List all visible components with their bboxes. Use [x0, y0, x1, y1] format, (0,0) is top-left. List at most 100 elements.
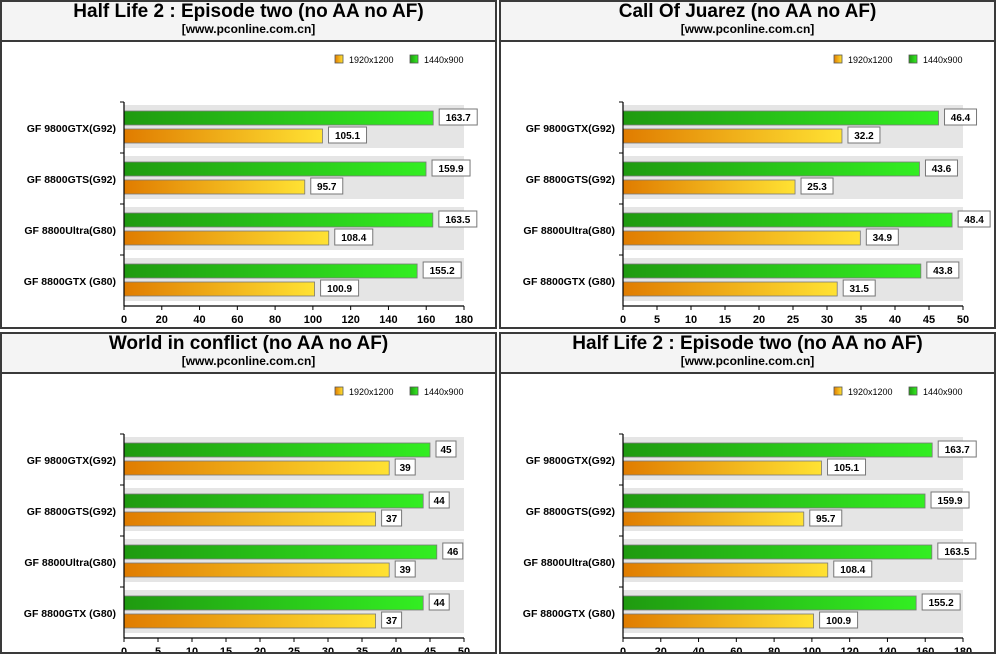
bar-1440x900 — [622, 442, 933, 458]
category-label: GF 8800Ultra(G80) — [24, 225, 116, 237]
legend-swatch-1440x900 — [908, 54, 918, 64]
bar-1920x1200 — [622, 230, 861, 246]
x-tick-label: 0 — [620, 646, 626, 654]
bar-1440x900 — [123, 595, 424, 611]
bar-1440x900 — [622, 263, 922, 279]
chart-panel-world-in-conflict: World in conflict (no AA no AF) [www.pco… — [0, 332, 497, 654]
category-label: GF 8800Ultra(G80) — [24, 557, 116, 569]
x-tick-label: 20 — [753, 314, 765, 326]
x-tick-label: 50 — [458, 646, 470, 654]
data-label: 163.7 — [446, 113, 471, 124]
chart-title: Half Life 2 : Episode two (no AA no AF) — [572, 333, 923, 354]
chart-header: Call Of Juarez (no AA no AF) [www.pconli… — [501, 2, 994, 42]
x-tick-label: 45 — [923, 314, 935, 326]
legend-swatch-1440x900 — [409, 54, 419, 64]
x-tick-label: 50 — [957, 314, 969, 326]
chart-subtitle: [www.pconline.com.cn] — [181, 22, 316, 36]
data-label: 46.4 — [951, 113, 971, 124]
bar-1920x1200 — [622, 281, 838, 297]
data-label-box — [320, 279, 360, 297]
data-label-box — [438, 108, 478, 126]
data-label-box — [442, 542, 464, 560]
bar-1920x1200 — [622, 511, 805, 527]
bar-chart: 1920x1200 1440x900 GF 9800GTX(G92) GF 8800G… — [24, 386, 470, 654]
category-label: GF 8800Ultra(G80) — [523, 225, 615, 237]
x-tick-label: 20 — [156, 314, 168, 326]
data-label: 46 — [447, 547, 459, 558]
x-tick-label: 45 — [424, 646, 436, 654]
x-tick-label: 100 — [304, 314, 322, 326]
chart-subtitle: [www.pconline.com.cn] — [181, 354, 316, 368]
bar-1440x900 — [622, 161, 920, 177]
data-label-box — [926, 261, 960, 279]
chart-title: World in conflict (no AA no AF) — [108, 333, 389, 354]
data-label-box — [800, 177, 834, 195]
legend-label-1920x1200: 1920x1200 — [848, 387, 893, 397]
x-tick-label: 10 — [186, 646, 198, 654]
data-label-box — [842, 279, 876, 297]
category-label: GF 8800GTX (G80) — [24, 608, 116, 620]
data-label: 95.7 — [317, 182, 337, 193]
data-label: 159.9 — [439, 164, 464, 175]
category-label: GF 8800GTS(G92) — [27, 506, 116, 518]
x-tick-label: 180 — [455, 314, 473, 326]
x-tick-label: 80 — [269, 314, 281, 326]
x-tick-label: 140 — [878, 646, 896, 654]
data-label: 159.9 — [938, 496, 963, 507]
x-tick-label: 140 — [379, 314, 397, 326]
bar-1920x1200 — [622, 128, 843, 144]
data-label: 163.7 — [945, 445, 970, 456]
bar-1920x1200 — [622, 460, 822, 476]
data-label: 155.2 — [430, 266, 455, 277]
chart-title: Half Life 2 : Episode two (no AA no AF) — [73, 1, 424, 22]
legend-label-1440x900: 1440x900 — [923, 387, 963, 397]
chart-header: World in conflict (no AA no AF) [www.pco… — [2, 334, 495, 374]
data-label-box — [435, 440, 457, 458]
data-label: 108.4 — [840, 565, 865, 576]
x-tick-label: 5 — [155, 646, 161, 654]
data-label: 37 — [386, 616, 398, 627]
x-tick-label: 20 — [254, 646, 266, 654]
data-label-box — [431, 159, 471, 177]
x-tick-label: 100 — [803, 646, 821, 654]
bar-1920x1200 — [123, 613, 377, 629]
bar-1440x900 — [622, 544, 933, 560]
legend-swatch-1920x1200 — [334, 386, 344, 396]
x-tick-label: 0 — [121, 646, 127, 654]
data-label: 44 — [434, 496, 446, 507]
bar-1920x1200 — [123, 128, 323, 144]
data-label: 105.1 — [834, 463, 859, 474]
category-label: GF 8800GTS(G92) — [27, 174, 116, 186]
data-label: 34.9 — [873, 233, 893, 244]
legend-swatch-1440x900 — [908, 386, 918, 396]
legend-swatch-1920x1200 — [833, 386, 843, 396]
bar-1440x900 — [622, 212, 953, 228]
bar-1440x900 — [622, 595, 917, 611]
bar-1440x900 — [123, 442, 431, 458]
x-tick-label: 40 — [390, 646, 402, 654]
x-tick-label: 30 — [322, 646, 334, 654]
bar-1440x900 — [622, 110, 939, 126]
x-tick-label: 15 — [719, 314, 731, 326]
bar-1920x1200 — [622, 179, 796, 195]
data-label: 45 — [440, 445, 452, 456]
legend-label-1440x900: 1440x900 — [923, 55, 963, 65]
x-tick-label: 0 — [121, 314, 127, 326]
x-tick-label: 40 — [193, 314, 205, 326]
category-label: GF 9800GTX(G92) — [526, 455, 615, 467]
x-tick-label: 120 — [341, 314, 359, 326]
x-tick-label: 120 — [840, 646, 858, 654]
legend-label-1920x1200: 1920x1200 — [349, 55, 394, 65]
data-label-box — [957, 210, 991, 228]
data-label-box — [394, 560, 416, 578]
bar-chart: 1920x1200 1440x900 GF 9800GTX(G92) GF 8800G… — [24, 54, 478, 326]
x-tick-label: 35 — [356, 646, 368, 654]
bar-1920x1200 — [123, 562, 390, 578]
bar-1920x1200 — [123, 230, 330, 246]
data-label-box — [310, 177, 344, 195]
data-label: 163.5 — [944, 547, 969, 558]
category-label: GF 9800GTX(G92) — [27, 123, 116, 135]
x-tick-label: 160 — [916, 646, 934, 654]
category-label: GF 9800GTX(G92) — [27, 455, 116, 467]
category-label: GF 8800Ultra(G80) — [523, 557, 615, 569]
